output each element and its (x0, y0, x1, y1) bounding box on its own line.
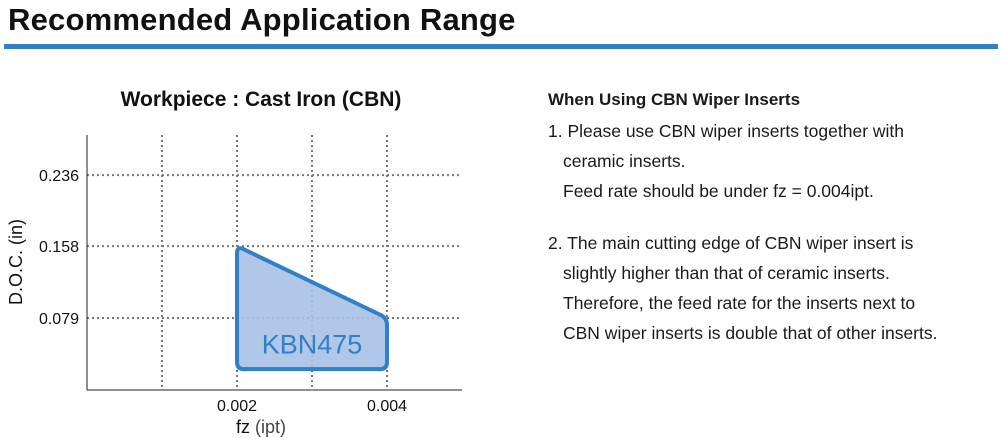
title-rule (4, 44, 998, 49)
region-shape-kbn475 (235, 246, 389, 372)
y-axis-label: D.O.C. (in) (6, 219, 26, 305)
note-item: 2. The main cutting edge of CBN wiper in… (548, 228, 998, 348)
usage-notes: When Using CBN Wiper Inserts 1. Please u… (548, 90, 998, 370)
page-title: Recommended Application Range (8, 2, 516, 37)
application-range-chart: Workpiece : Cast Iron (CBN) KBN475 0.079… (6, 88, 462, 437)
note-line: ceramic inserts. (563, 151, 686, 171)
note-line: 1. Please use CBN wiper inserts together… (548, 121, 904, 141)
axes (86, 135, 462, 391)
region-label: KBN475 (262, 330, 363, 360)
y-tick-label: 0.158 (39, 239, 79, 256)
note-line: CBN wiper inserts is double that of othe… (563, 323, 938, 343)
x-tick-label: 0.004 (367, 398, 407, 415)
note-line: Therefore, the feed rate for the inserts… (563, 293, 916, 313)
x-axis-name: fz (236, 417, 250, 437)
x-axis-unit: (ipt) (255, 417, 286, 437)
application-region: KBN475 (235, 246, 389, 372)
note-line: Feed rate should be under fz = 0.004ipt. (563, 181, 874, 201)
tick-labels: 0.079 0.158 0.236 0.002 0.004 (39, 168, 407, 415)
x-axis-label: fz (ipt) (236, 417, 286, 437)
note-line: slightly higher than that of ceramic ins… (563, 263, 890, 283)
note-line: 2. The main cutting edge of CBN wiper in… (548, 233, 914, 253)
y-tick-label: 0.079 (39, 311, 79, 328)
chart-title: Workpiece : Cast Iron (CBN) (121, 88, 402, 111)
x-tick-label: 0.002 (217, 398, 257, 415)
y-tick-label: 0.236 (39, 168, 79, 185)
notes-list: 1. Please use CBN wiper inserts together… (548, 116, 998, 348)
notes-heading: When Using CBN Wiper Inserts (548, 90, 801, 109)
note-item: 1. Please use CBN wiper inserts together… (548, 116, 998, 206)
